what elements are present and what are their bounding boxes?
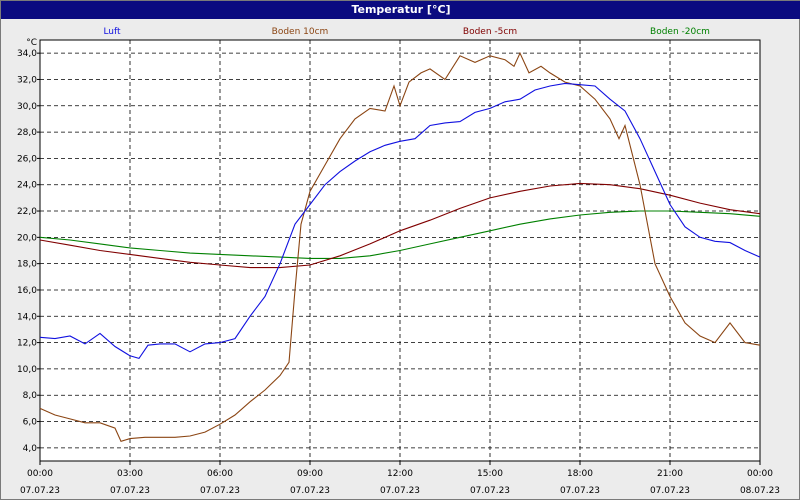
y-tick-label: 14,0: [17, 312, 37, 322]
x-tick-time: 09:00: [297, 469, 323, 479]
y-tick-label: 26,0: [17, 154, 37, 164]
x-tick-time: 06:00: [207, 469, 233, 479]
legend-entry: Boden 10cm: [272, 27, 329, 37]
x-tick-time: 21:00: [657, 469, 683, 479]
legend-entry: Boden -5cm: [463, 27, 517, 37]
y-tick-label: 20,0: [17, 233, 37, 243]
series-line-luft: [39, 82, 761, 360]
x-tick-time: 12:00: [387, 469, 413, 479]
x-tick-time: 18:00: [567, 469, 593, 479]
series-line-boden-10cm: [39, 51, 761, 442]
y-tick-label: 8,0: [23, 391, 38, 401]
y-tick-label: 24,0: [17, 181, 37, 191]
y-tick-label: 10,0: [17, 365, 37, 375]
x-tick-time: 00:00: [747, 469, 773, 479]
y-tick-label: 4,0: [23, 444, 38, 454]
legend-entry: Boden -20cm: [650, 27, 710, 37]
y-tick-label: 28,0: [17, 128, 37, 138]
y-tick-label: 16,0: [17, 286, 37, 296]
x-tick-date: 07.07.23: [20, 486, 60, 496]
y-tick-label: 12,0: [17, 339, 37, 349]
series-line-boden-20cm: [39, 210, 761, 259]
x-tick-date: 07.07.23: [560, 486, 600, 496]
x-tick-date: 07.07.23: [290, 486, 330, 496]
x-tick-date: 07.07.23: [380, 486, 420, 496]
y-axis-unit: °C: [26, 38, 37, 48]
y-tick-label: 18,0: [17, 260, 37, 270]
y-tick-label: 6,0: [23, 418, 38, 428]
y-tick-label: 32,0: [17, 75, 37, 85]
y-tick-label: 22,0: [17, 207, 37, 217]
x-tick-date: 07.07.23: [470, 486, 510, 496]
y-tick-label: 34,0: [17, 49, 37, 59]
legend-entry: Luft: [103, 27, 121, 37]
series-line-boden-5cm: [39, 182, 761, 269]
y-tick-label: 30,0: [17, 102, 37, 112]
x-tick-date: 08.07.23: [740, 486, 780, 496]
x-tick-date: 07.07.23: [650, 486, 690, 496]
x-tick-time: 03:00: [117, 469, 143, 479]
x-tick-date: 07.07.23: [200, 486, 240, 496]
chart-title: Temperatur [°C]: [1, 1, 800, 19]
x-tick-date: 07.07.23: [110, 486, 150, 496]
x-tick-time: 15:00: [477, 469, 503, 479]
x-tick-time: 00:00: [27, 469, 53, 479]
